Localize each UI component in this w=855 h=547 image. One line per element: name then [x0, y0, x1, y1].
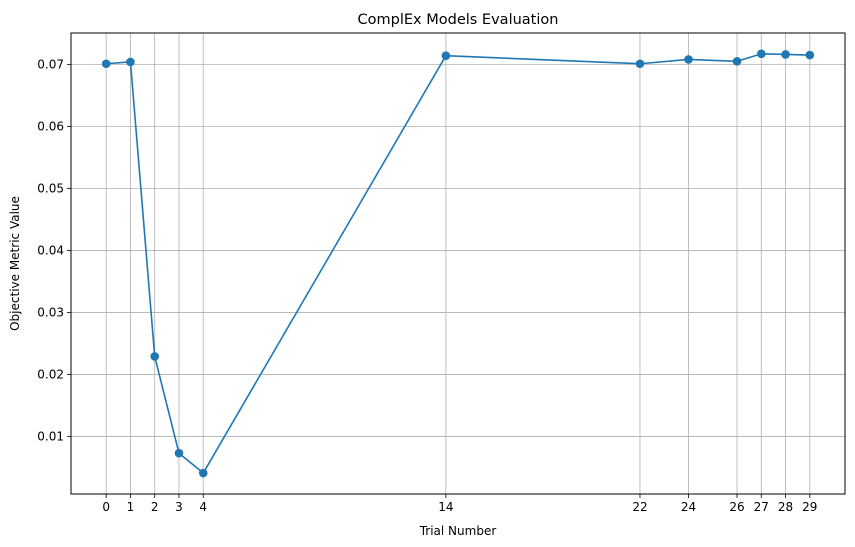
data-point	[150, 352, 160, 361]
axis-ticks: 0 1 2 3 4 14 22 24 26 27 28 29 0.01 0.02 0.03 0.04 0.05 0…	[37, 57, 817, 514]
x-tick-label: 4	[199, 500, 207, 514]
x-tick-label: 0	[102, 500, 110, 514]
data-point	[441, 51, 451, 60]
grid	[71, 33, 845, 494]
y-axis-title: Objective Metric Value	[8, 196, 22, 331]
x-tick-label: 1	[127, 500, 135, 514]
x-axis-title: Trial Number	[419, 524, 497, 538]
data-point	[198, 468, 208, 478]
series-objective	[101, 49, 815, 478]
chart-title: ComplEx Models Evaluation	[358, 12, 559, 28]
data-point	[101, 59, 111, 69]
x-tick-label: 14	[438, 500, 453, 514]
data-point	[174, 448, 184, 458]
x-tick-label: 27	[754, 500, 769, 514]
x-tick-label: 2	[151, 500, 159, 514]
y-tick-label: 0.02	[37, 367, 64, 381]
y-tick-label: 0.03	[37, 305, 64, 319]
data-point	[126, 57, 135, 67]
y-tick-label: 0.05	[37, 181, 64, 195]
data-point	[805, 50, 815, 60]
y-tick-label: 0.06	[37, 119, 64, 133]
x-tick-label: 24	[681, 500, 696, 514]
data-point	[732, 56, 742, 66]
y-tick-label: 0.04	[37, 243, 64, 257]
x-tick-label: 26	[729, 500, 744, 514]
x-tick-label: 29	[802, 500, 817, 514]
x-tick-label: 3	[175, 500, 183, 514]
x-tick-label: 22	[632, 500, 647, 514]
data-point	[756, 49, 766, 59]
y-tick-label: 0.01	[37, 429, 64, 443]
data-point	[781, 50, 790, 59]
y-tick-label: 0.07	[37, 57, 64, 71]
series-line	[106, 53, 810, 474]
data-point	[684, 55, 693, 64]
data-point	[635, 59, 645, 69]
x-tick-label: 28	[778, 500, 793, 514]
plot-frame	[70, 32, 846, 495]
